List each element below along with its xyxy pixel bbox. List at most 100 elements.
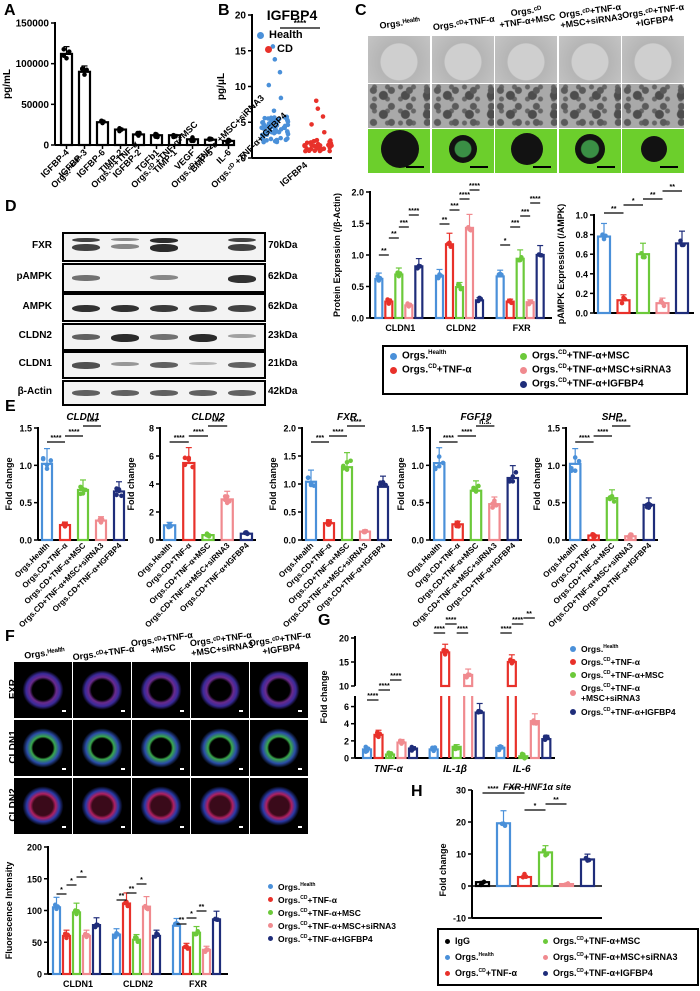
wb-band [72, 244, 100, 251]
scale-bar [596, 166, 615, 168]
svg-text:0: 0 [344, 754, 349, 764]
svg-text:****: **** [501, 626, 512, 633]
legend-item: Orgs.Health [445, 950, 494, 964]
panel-label-f: F [5, 628, 15, 645]
svg-text:****: **** [87, 419, 98, 426]
scale-bar [533, 166, 551, 168]
svg-text:***: *** [511, 220, 519, 227]
wb-band [228, 304, 256, 312]
legend-dot-icon [520, 366, 527, 374]
svg-text:*: * [60, 887, 63, 894]
wb-band [228, 334, 256, 338]
scale-bar [120, 768, 125, 770]
legend-dot-icon [257, 31, 264, 39]
svg-text:10: 10 [339, 682, 349, 692]
svg-text:0.2: 0.2 [575, 289, 588, 299]
svg-text:****: **** [461, 429, 472, 436]
scale-bar [297, 768, 302, 770]
wb-kda: 23kDa [268, 330, 298, 341]
c-header-0: Orgs.ᴴᵉᵃˡᵗʰ [378, 15, 421, 31]
svg-text:6: 6 [344, 702, 349, 712]
svg-text:FXR: FXR [189, 979, 208, 989]
c-image-2-3 [558, 129, 621, 173]
scale-bar [297, 826, 302, 828]
svg-text:**: ** [381, 248, 387, 255]
svg-text:IL-6: IL-6 [513, 764, 531, 775]
svg-text:****: **** [408, 208, 419, 215]
svg-text:FXR-HNF1α site: FXR-HNF1α site [503, 782, 571, 792]
legend-dot-icon [570, 671, 576, 678]
svg-text:****: **** [212, 419, 223, 426]
svg-text:1.5: 1.5 [351, 219, 364, 229]
svg-text:10: 10 [235, 82, 247, 93]
legend-dot-icon [570, 658, 576, 665]
f-image-1-3 [191, 720, 249, 776]
svg-text:**: ** [129, 886, 135, 893]
chart-a: 050000100000150000pg/mLIGFBP-4IGFBP-3IGF… [2, 19, 236, 180]
svg-text:****: **** [379, 683, 390, 690]
legend-dot-icon [268, 897, 273, 902]
legend-d: Orgs.Health Orgs.CD+TNF-α Orgs.CD+TNF-α+MS… [382, 345, 688, 395]
svg-text:****: **** [174, 435, 185, 442]
svg-text:***: *** [450, 203, 458, 210]
svg-text:**: ** [442, 217, 448, 224]
svg-text:****: **** [459, 192, 470, 199]
wb-row-fxr [62, 232, 266, 262]
svg-text:5: 5 [240, 118, 246, 129]
legend-item: Orgs.CD+TNF-α+MSC [520, 349, 630, 363]
legend-h: IgG Orgs.Health Orgs.CD+TNF-α Orgs.CD+TNF-α… [437, 928, 699, 986]
legend-item: Orgs.CD+TNF-α+MSC+siRNA3 [543, 950, 678, 964]
svg-text:****: **** [351, 419, 362, 426]
svg-text:****: **** [333, 429, 344, 436]
wb-band [228, 390, 256, 396]
legend-dot-icon [543, 970, 548, 976]
svg-text:0: 0 [461, 882, 466, 892]
svg-text:IGFBP4: IGFBP4 [278, 160, 309, 189]
wb-band [150, 362, 178, 368]
wb-kda: 70kDa [268, 240, 298, 251]
legend-item: Orgs.CD+TNF-α+MSC [570, 668, 700, 681]
scale-bar [469, 166, 488, 168]
svg-text:SHP: SHP [602, 412, 623, 423]
svg-text:1.0: 1.0 [547, 461, 560, 471]
svg-text:CLDN1: CLDN1 [63, 979, 93, 989]
svg-text:*: * [534, 803, 537, 810]
organoid-blob [449, 135, 478, 163]
svg-text:0.0: 0.0 [351, 314, 364, 324]
organoid-blob [575, 134, 606, 164]
svg-text:***: *** [316, 435, 324, 442]
wb-band [150, 244, 178, 252]
legend-item: CD [265, 42, 303, 56]
legend-item: Orgs.CD+TNF-α+MSC [268, 906, 396, 919]
svg-text:0.0: 0.0 [19, 536, 32, 546]
svg-text:*: * [504, 238, 507, 245]
wb-band [150, 334, 178, 340]
svg-text:****: **** [469, 183, 480, 190]
legend-item: Orgs.CD+TNF-α+MSC [543, 934, 640, 948]
c-image-2-4 [622, 129, 684, 173]
wb-row-pampk [62, 263, 266, 293]
c-image-0-2 [495, 36, 557, 83]
svg-text:0.5: 0.5 [411, 498, 424, 508]
legend-item: Orgs.CD+TNF-α+MSC+siRNA3 [520, 363, 671, 377]
legend-item: Orgs.CD+TNF-α+IGFBP4 [570, 705, 700, 718]
svg-text:4: 4 [149, 480, 154, 490]
svg-text:0.0: 0.0 [411, 536, 424, 546]
c-image-2-0 [368, 129, 430, 173]
wb-label: pAMPK [16, 271, 52, 282]
panel-label-a: A [4, 2, 16, 19]
panel-label-g: G [318, 612, 331, 629]
legend-dot-icon [520, 352, 527, 360]
organoid-stain [136, 782, 186, 830]
svg-text:100: 100 [27, 906, 42, 916]
wb-band [150, 304, 178, 312]
organoid-stain [77, 782, 127, 830]
wb-kda: 21kDa [268, 358, 298, 369]
svg-text:n.s.: n.s. [479, 419, 491, 426]
wb-label: CLDN1 [18, 358, 52, 369]
svg-text:2: 2 [149, 508, 154, 518]
